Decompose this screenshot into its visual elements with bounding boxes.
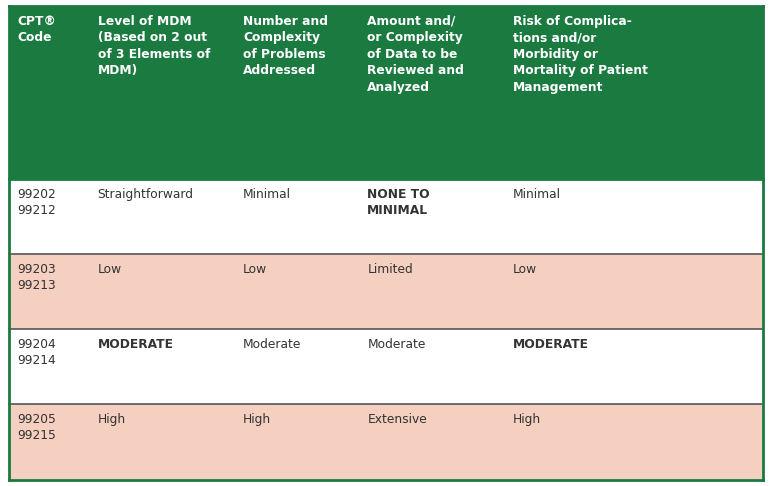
Bar <box>9 254 763 329</box>
Text: Extensive: Extensive <box>367 413 427 426</box>
Text: Moderate: Moderate <box>367 338 425 350</box>
Text: Low: Low <box>97 262 122 276</box>
Text: Minimal: Minimal <box>243 188 291 201</box>
Text: Straightforward: Straightforward <box>97 188 194 201</box>
Text: Limited: Limited <box>367 262 413 276</box>
Text: 99202
99212: 99202 99212 <box>17 188 56 217</box>
Text: 99205
99215: 99205 99215 <box>17 413 56 442</box>
Bar <box>9 6 763 179</box>
Text: Number and
Complexity
of Problems
Addressed: Number and Complexity of Problems Addres… <box>243 15 328 77</box>
Text: MODERATE: MODERATE <box>513 338 589 350</box>
Text: 99203
99213: 99203 99213 <box>17 262 56 292</box>
Text: CPT®
Code: CPT® Code <box>17 15 56 44</box>
Text: Risk of Complica-
tions and/or
Morbidity or
Mortality of Patient
Management: Risk of Complica- tions and/or Morbidity… <box>513 15 648 94</box>
Bar <box>9 404 763 479</box>
Text: Low: Low <box>243 262 267 276</box>
Bar <box>9 179 763 254</box>
Text: Minimal: Minimal <box>513 188 560 201</box>
Text: 99204
99214: 99204 99214 <box>17 338 56 367</box>
Text: High: High <box>243 413 271 426</box>
Text: Level of MDM
(Based on 2 out
of 3 Elements of
MDM): Level of MDM (Based on 2 out of 3 Elemen… <box>97 15 210 77</box>
Text: Amount and/
or Complexity
of Data to be
Reviewed and
Analyzed: Amount and/ or Complexity of Data to be … <box>367 15 464 94</box>
Text: High: High <box>513 413 541 426</box>
Text: Low: Low <box>513 262 537 276</box>
Text: Moderate: Moderate <box>243 338 301 350</box>
Bar <box>9 329 763 404</box>
Text: NONE TO
MINIMAL: NONE TO MINIMAL <box>367 188 430 217</box>
Text: High: High <box>97 413 126 426</box>
Text: MODERATE: MODERATE <box>97 338 174 350</box>
